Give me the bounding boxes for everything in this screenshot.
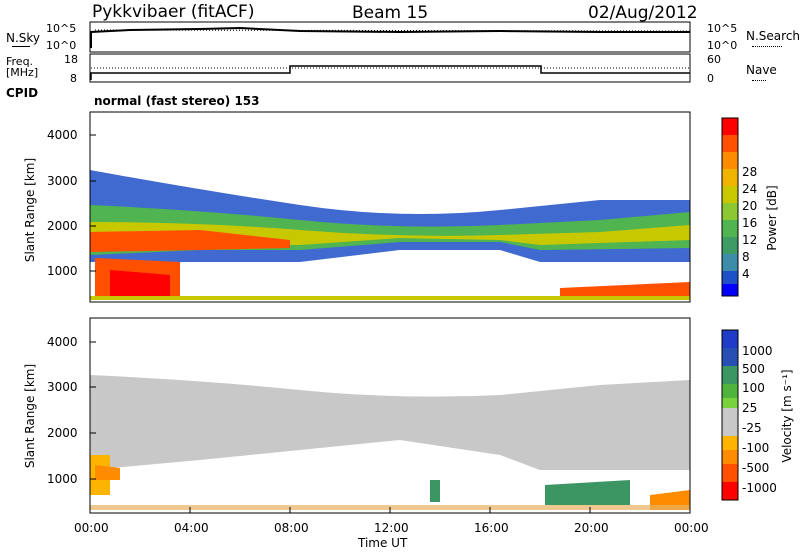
nsearch-trace bbox=[94, 29, 691, 32]
freq-unit-label: [MHz] bbox=[6, 66, 39, 79]
velocity-cb-label: Velocity [m s⁻¹] bbox=[780, 369, 794, 463]
power-cb-label: Power [dB] bbox=[765, 185, 779, 251]
power-cb-12: 12 bbox=[742, 233, 758, 247]
nave-label: Nave bbox=[746, 63, 777, 77]
vel-ytick-1000: 1000 bbox=[47, 472, 78, 486]
nsearch-legend-line bbox=[752, 46, 782, 47]
nsearch-tick-top: 10^5 bbox=[707, 22, 738, 35]
power-ytick-2000: 2000 bbox=[47, 219, 78, 233]
power-ytick-4000: 4000 bbox=[47, 128, 78, 142]
x-tick-marks bbox=[89, 507, 691, 513]
xtick-6: 00:00 bbox=[674, 521, 709, 535]
freq-frame bbox=[89, 53, 691, 83]
cpid-text: normal (fast stereo) 153 bbox=[94, 94, 260, 108]
velocity-heatmap bbox=[90, 318, 690, 513]
velocity-colorbar bbox=[721, 329, 739, 501]
nsky-frame bbox=[89, 21, 691, 53]
nsearch-tick-bottom: 10^0 bbox=[707, 39, 738, 52]
vel-cb-minus25: -25 bbox=[742, 421, 762, 435]
nave-tick-bottom: 0 bbox=[707, 72, 714, 85]
nsky-tick-bottom: 10^0 bbox=[46, 39, 77, 52]
vel-cb-500: 500 bbox=[742, 362, 765, 376]
power-cb-24: 24 bbox=[742, 182, 758, 196]
xtick-5: 20:00 bbox=[574, 521, 609, 535]
vel-cb-minus1000: -1000 bbox=[742, 481, 777, 495]
freq-tick-bottom: 8 bbox=[70, 72, 77, 85]
xtick-3: 12:00 bbox=[374, 521, 409, 535]
power-colorbar bbox=[721, 117, 739, 297]
freq-trace bbox=[90, 65, 690, 80]
nsearch-label: N.Search bbox=[746, 29, 800, 43]
power-ytick-3000: 3000 bbox=[47, 174, 78, 188]
vel-ytick-3000: 3000 bbox=[47, 380, 78, 394]
freq-label: Freq. bbox=[6, 55, 34, 68]
nsky-legend-line bbox=[12, 46, 30, 47]
power-cb-20: 20 bbox=[742, 199, 758, 213]
xtick-0: 00:00 bbox=[74, 521, 109, 535]
power-cb-4: 4 bbox=[742, 267, 750, 281]
vel-ytick-4000: 4000 bbox=[47, 335, 78, 349]
xtick-4: 16:00 bbox=[474, 521, 509, 535]
xtick-1: 04:00 bbox=[174, 521, 209, 535]
vel-cb-minus100: -100 bbox=[742, 441, 770, 455]
cpid-label: CPID bbox=[6, 86, 39, 100]
xlabel: Time UT bbox=[358, 536, 408, 550]
vel-cb-1000: 1000 bbox=[742, 344, 773, 358]
power-cb-8: 8 bbox=[742, 250, 750, 264]
power-cb-28: 28 bbox=[742, 165, 758, 179]
chart-title: Pykkvibaer (fitACF) bbox=[92, 2, 255, 22]
beam-label: Beam 15 bbox=[352, 3, 429, 23]
power-heatmap bbox=[90, 112, 690, 302]
freq-tick-top: 18 bbox=[64, 53, 78, 66]
power-cb-16: 16 bbox=[742, 216, 758, 230]
nsky-label: N.Sky bbox=[6, 31, 41, 45]
y-tick-marks bbox=[90, 134, 96, 480]
nsky-tick-top: 10^5 bbox=[46, 22, 77, 35]
power-ytick-1000: 1000 bbox=[47, 264, 78, 278]
velocity-ylabel: Slant Range [km] bbox=[23, 363, 37, 469]
vel-cb-100: 100 bbox=[742, 381, 765, 395]
nsky-trace bbox=[90, 26, 690, 48]
nave-legend-line bbox=[752, 80, 766, 81]
date-label: 02/Aug/2012 bbox=[588, 3, 698, 23]
xtick-2: 08:00 bbox=[274, 521, 309, 535]
vel-ytick-2000: 2000 bbox=[47, 426, 78, 440]
power-frame bbox=[89, 111, 691, 303]
vel-cb-25: 25 bbox=[742, 401, 758, 415]
nave-tick-top: 60 bbox=[707, 53, 721, 66]
vel-cb-minus500: -500 bbox=[742, 461, 770, 475]
power-ylabel: Slant Range [km] bbox=[23, 157, 37, 263]
